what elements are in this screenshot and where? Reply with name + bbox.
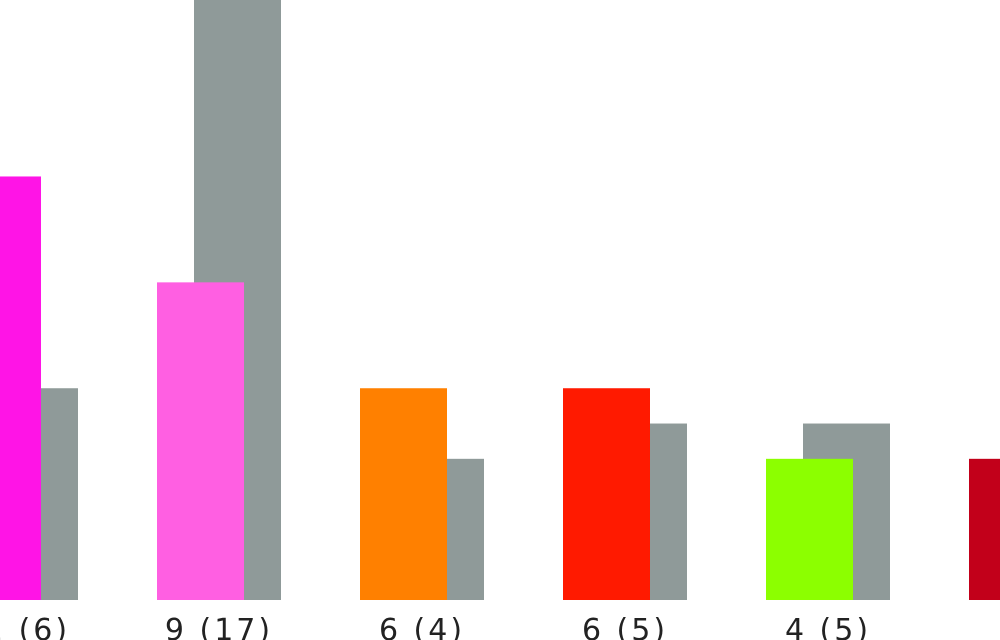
current-bar: [0, 176, 41, 600]
bar-label: 6 (5): [582, 613, 668, 640]
bar-label: 9 (17): [165, 613, 273, 640]
current-bar: [563, 388, 650, 600]
current-bar: [360, 388, 447, 600]
current-bar: [766, 458, 853, 600]
bar-label: 12 (6): [0, 613, 70, 640]
current-bar: [969, 458, 1000, 600]
current-bar: [157, 282, 244, 600]
bar-label: 4 (5): [785, 613, 871, 640]
bar-label: 6 (4): [379, 613, 465, 640]
